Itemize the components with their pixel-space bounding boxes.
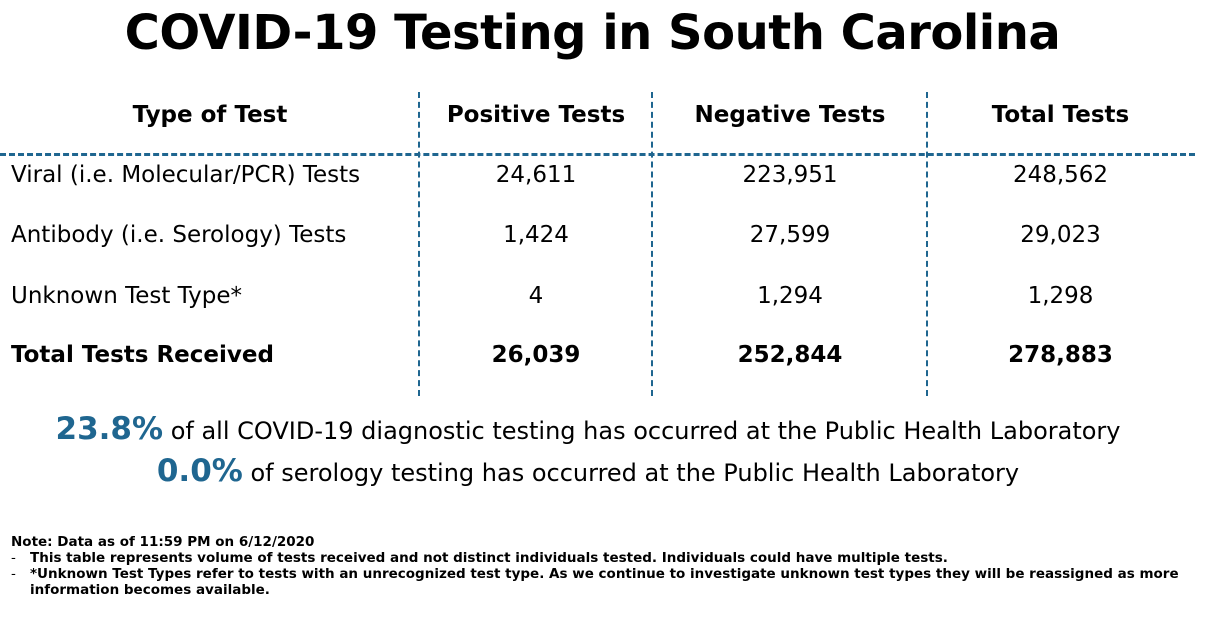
cell-antibody-negative: 27,599 [749,222,831,248]
cell-antibody-positive: 1,424 [503,222,569,248]
cell-total-total: 278,883 [1008,342,1113,368]
note-text: This table represents volume of tests re… [30,550,948,566]
cell-viral-negative: 223,951 [742,162,838,188]
column-header-positive: Positive Tests [446,102,626,128]
row-label-unknown: Unknown Test Type* [11,283,243,309]
notes-heading: Note: Data as of 11:59 PM on 6/12/2020 [11,534,315,550]
column-divider [418,92,420,396]
footnotes: Note: Data as of 11:59 PM on 6/12/2020 -… [11,534,1191,598]
cell-total-negative: 252,844 [737,342,843,368]
header-divider [0,153,1195,156]
row-label-antibody: Antibody (i.e. Serology) Tests [11,222,347,248]
stat-text: of serology testing has occurred at the … [250,459,1020,487]
cell-viral-positive: 24,611 [495,162,577,188]
cell-unknown-total: 1,298 [1027,283,1094,309]
column-header-negative: Negative Tests [694,102,886,128]
cell-antibody-total: 29,023 [1020,222,1101,248]
column-header-total: Total Tests [991,102,1130,128]
note-text: *Unknown Test Types refer to tests with … [30,566,1179,598]
cell-unknown-negative: 1,294 [757,283,823,309]
page-title: COVID-19 Testing in South Carolina [124,5,1061,61]
note-item: - *Unknown Test Types refer to tests wit… [11,566,1191,598]
column-divider [926,92,928,396]
note-dash: - [11,550,16,566]
cell-unknown-positive: 4 [528,283,544,309]
phl-diagnostic-stat: 23.8% of all COVID-19 diagnostic testing… [0,411,1176,449]
note-dash: - [11,566,16,582]
column-divider [651,92,653,396]
stat-percent: 0.0% [156,453,243,489]
stat-text: of all COVID-19 diagnostic testing has o… [170,417,1121,445]
cell-total-positive: 26,039 [491,342,581,368]
stat-percent: 23.8% [55,411,164,447]
row-label-total: Total Tests Received [11,342,274,368]
column-header-type: Type of Test [132,102,288,128]
cell-viral-total: 248,562 [1012,162,1109,188]
row-label-viral: Viral (i.e. Molecular/PCR) Tests [11,162,361,188]
phl-serology-stat: 0.0% of serology testing has occurred at… [0,453,1176,491]
testing-table: Type of Test Positive Tests Negative Tes… [0,92,1195,398]
note-item: - This table represents volume of tests … [11,550,1191,566]
